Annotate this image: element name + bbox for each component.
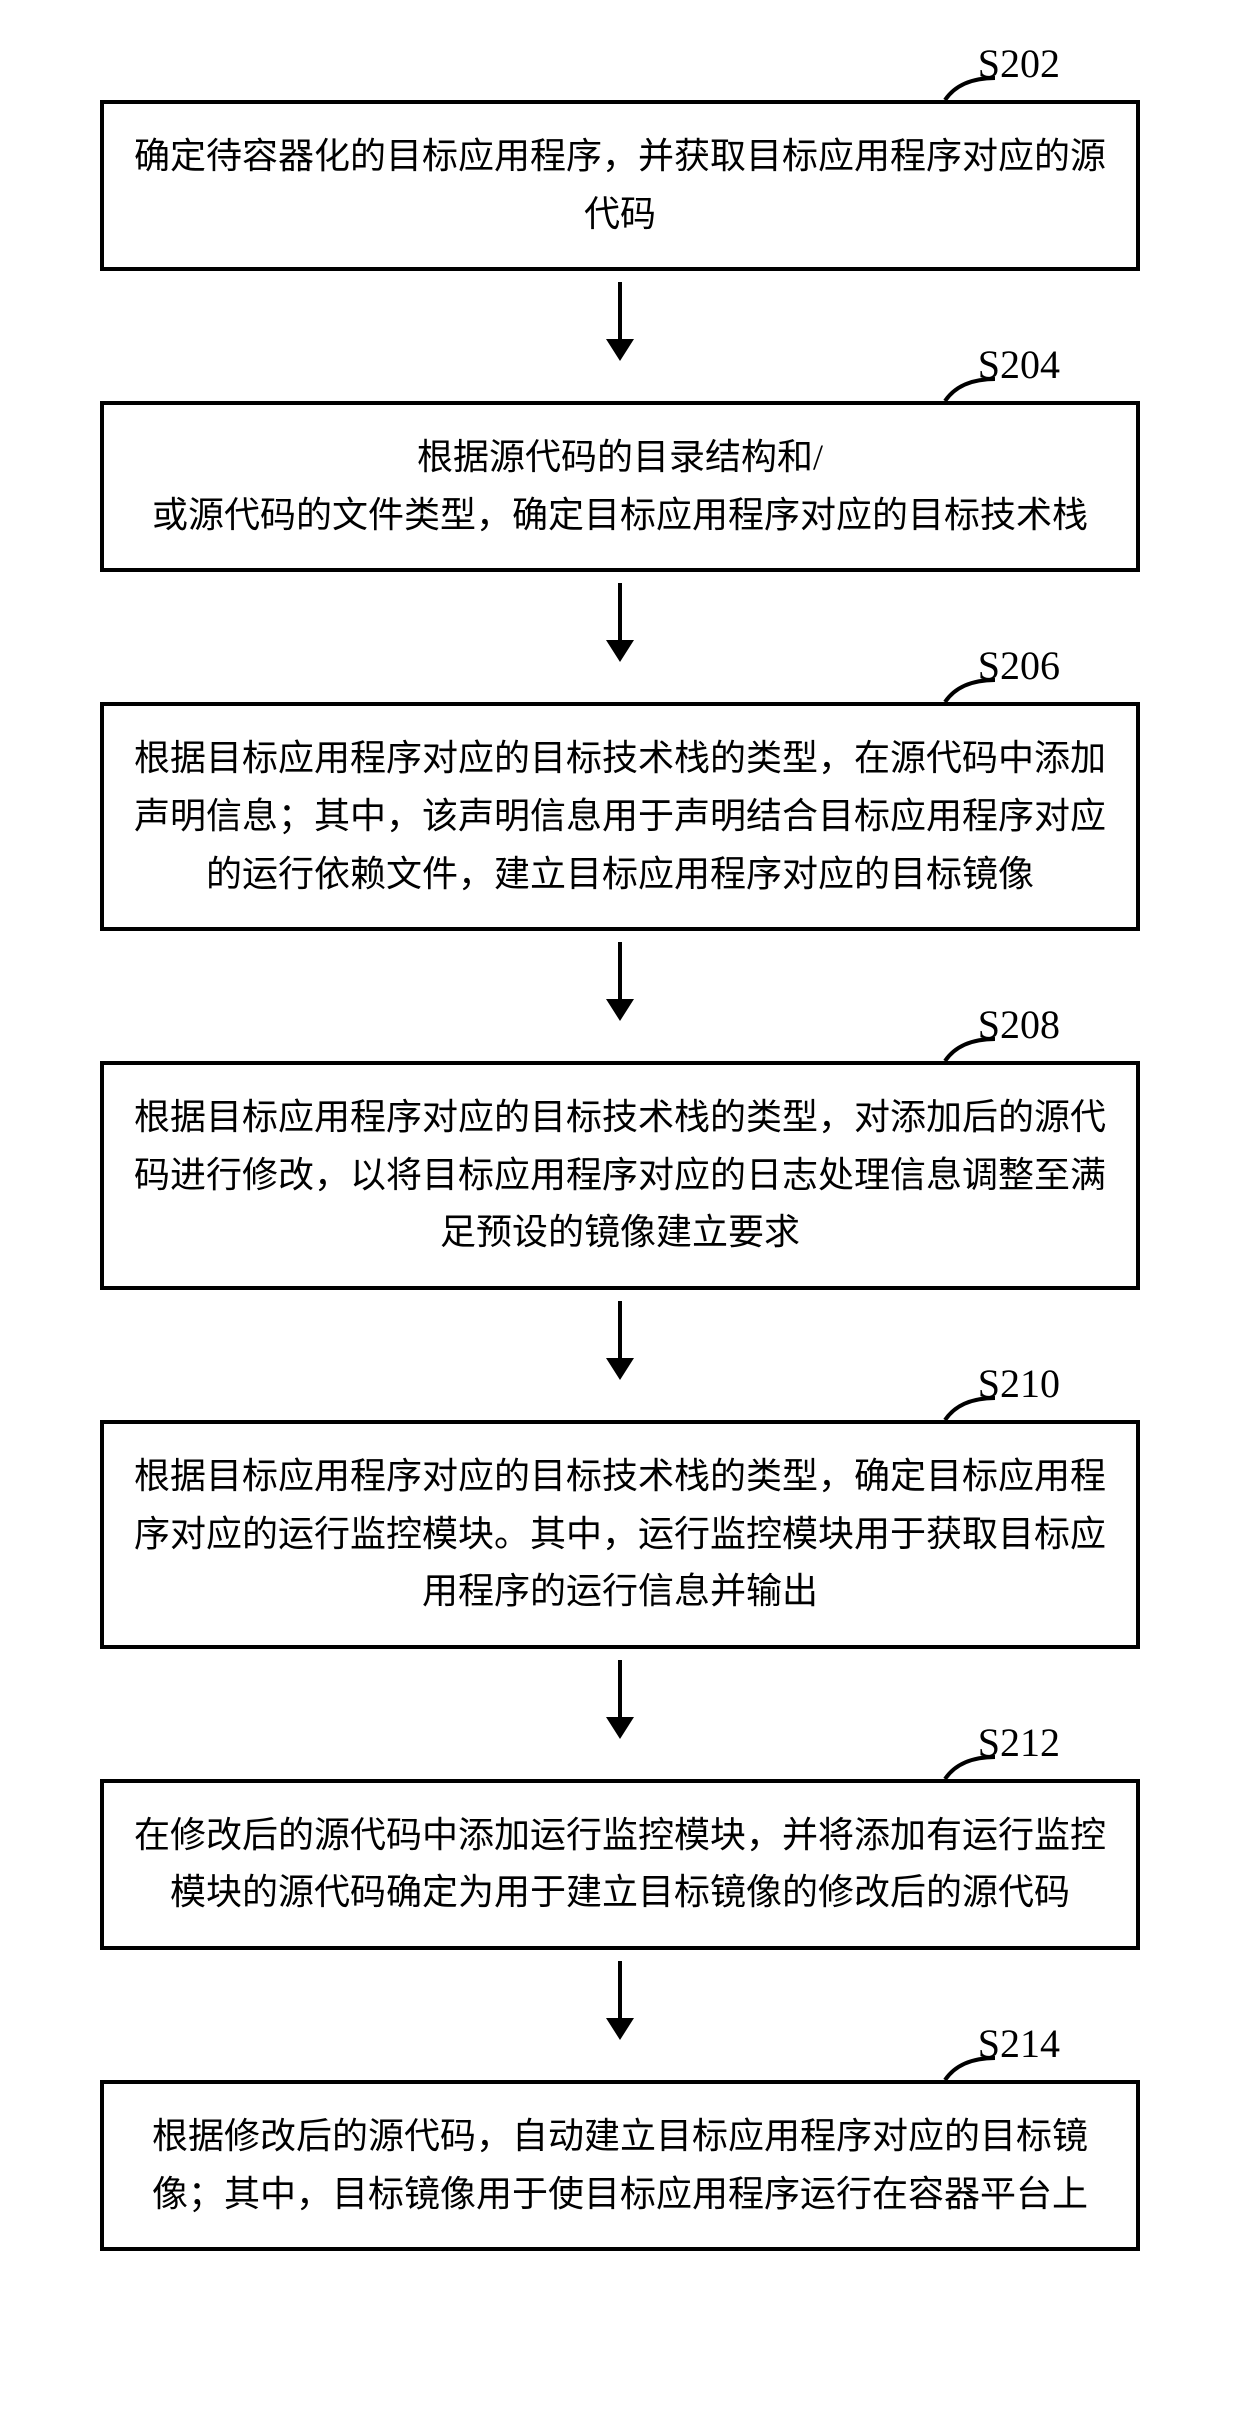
label-connector-icon xyxy=(940,676,1000,704)
step-box: 根据目标应用程序对应的目标技术栈的类型，在源代码中添加声明信息；其中，该声明信息… xyxy=(100,702,1140,931)
step-box: 根据修改后的源代码，自动建立目标应用程序对应的目标镜像；其中，目标镜像用于使目标… xyxy=(100,2080,1140,2251)
arrow-head-icon xyxy=(606,999,634,1021)
step-box: 根据源代码的目录结构和/或源代码的文件类型，确定目标应用程序对应的目标技术栈 xyxy=(100,401,1140,572)
label-connector-icon xyxy=(940,2054,1000,2082)
arrow-head-icon xyxy=(606,640,634,662)
step-container: S214 根据修改后的源代码，自动建立目标应用程序对应的目标镜像；其中，目标镜像… xyxy=(0,2080,1240,2251)
step-container: S210 根据目标应用程序对应的目标技术栈的类型，确定目标应用程序对应的运行监控… xyxy=(0,1420,1240,1649)
step-box: 根据目标应用程序对应的目标技术栈的类型，确定目标应用程序对应的运行监控模块。其中… xyxy=(100,1420,1140,1649)
step-container: S202 确定待容器化的目标应用程序，并获取目标应用程序对应的源代码 xyxy=(0,100,1240,271)
step-container: S206 根据目标应用程序对应的目标技术栈的类型，在源代码中添加声明信息；其中，… xyxy=(0,702,1240,931)
step-box: 确定待容器化的目标应用程序，并获取目标应用程序对应的源代码 xyxy=(100,100,1140,271)
label-connector-icon xyxy=(940,375,1000,403)
step-container: S208 根据目标应用程序对应的目标技术栈的类型，对添加后的源代码进行修改，以将… xyxy=(0,1061,1240,1290)
label-connector-icon xyxy=(940,74,1000,102)
flowchart-container: S202 确定待容器化的目标应用程序，并获取目标应用程序对应的源代码 S204 … xyxy=(0,40,1240,2251)
arrow-head-icon xyxy=(606,2018,634,2040)
arrow-head-icon xyxy=(606,1717,634,1739)
step-box: 根据目标应用程序对应的目标技术栈的类型，对添加后的源代码进行修改，以将目标应用程… xyxy=(100,1061,1140,1290)
step-container: S204 根据源代码的目录结构和/或源代码的文件类型，确定目标应用程序对应的目标… xyxy=(0,401,1240,572)
label-connector-icon xyxy=(940,1753,1000,1781)
label-connector-icon xyxy=(940,1035,1000,1063)
step-box: 在修改后的源代码中添加运行监控模块，并将添加有运行监控模块的源代码确定为用于建立… xyxy=(100,1779,1140,1950)
step-container: S212 在修改后的源代码中添加运行监控模块，并将添加有运行监控模块的源代码确定… xyxy=(0,1779,1240,1950)
label-connector-icon xyxy=(940,1394,1000,1422)
arrow-head-icon xyxy=(606,339,634,361)
arrow-head-icon xyxy=(606,1358,634,1380)
